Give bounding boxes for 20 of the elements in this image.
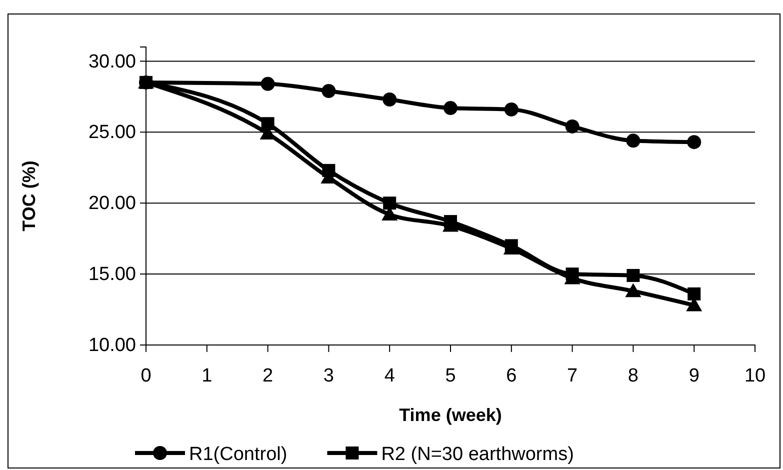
y-tick-label: 20.00 (88, 193, 136, 214)
y-tick-label: 30.00 (88, 51, 136, 72)
x-tick-label: 3 (323, 365, 334, 386)
x-tick-label: 10 (744, 365, 766, 386)
x-tick-label: 1 (202, 365, 212, 386)
x-tick-label: 7 (567, 365, 578, 386)
x-tick-label: 0 (140, 365, 152, 386)
y-tick-label: 25.00 (88, 122, 136, 144)
legend-label: R2 (N=30 earthworms) (381, 444, 574, 465)
x-tick-label: 5 (445, 365, 456, 386)
legend-label: R1(Control) (189, 444, 288, 465)
y-axis-title: TOC (%) (19, 160, 39, 232)
x-tick-label: 2 (262, 365, 274, 386)
x-axis-title: Time (week) (399, 405, 502, 425)
x-tick-label: 8 (628, 365, 638, 386)
y-tick-label: 15.00 (88, 264, 136, 286)
x-tick-label: 4 (384, 365, 396, 386)
x-tick-label: 6 (506, 365, 517, 386)
x-tick-label: 9 (688, 365, 700, 386)
y-tick-label: 10.00 (88, 335, 136, 356)
